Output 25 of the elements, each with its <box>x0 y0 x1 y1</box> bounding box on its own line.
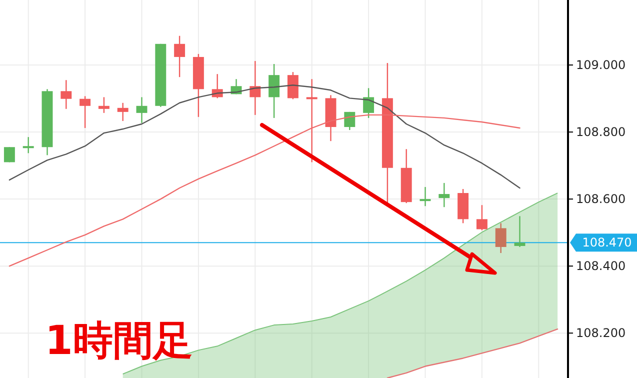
y-tick-label: 108.400 <box>576 259 626 274</box>
candlestick <box>495 222 506 254</box>
candlestick <box>306 78 318 163</box>
candlestick <box>98 96 110 114</box>
candlestick <box>363 88 374 119</box>
candlestick <box>287 71 298 100</box>
annotation: 1時間足 <box>45 318 193 364</box>
candlestick <box>420 186 431 207</box>
candlestick <box>174 35 186 78</box>
candlestick <box>60 79 72 110</box>
candlestick <box>268 63 280 119</box>
candlestick <box>438 182 450 208</box>
candlestick <box>117 102 128 122</box>
candlestick <box>136 96 148 124</box>
ref-line-label: 108.470 <box>582 236 632 250</box>
y-tick-label: 109.000 <box>576 58 626 72</box>
y-tick-label: 108.600 <box>576 192 626 206</box>
candlestick <box>22 136 34 154</box>
candlestick <box>4 146 15 163</box>
candlestick <box>476 204 488 231</box>
candlestick <box>514 216 526 248</box>
y-tick-label: 108.800 <box>576 125 626 140</box>
ref-label: 108.470 <box>570 234 637 252</box>
y-tick-label: 108.200 <box>576 326 626 340</box>
candlestick <box>80 96 91 129</box>
